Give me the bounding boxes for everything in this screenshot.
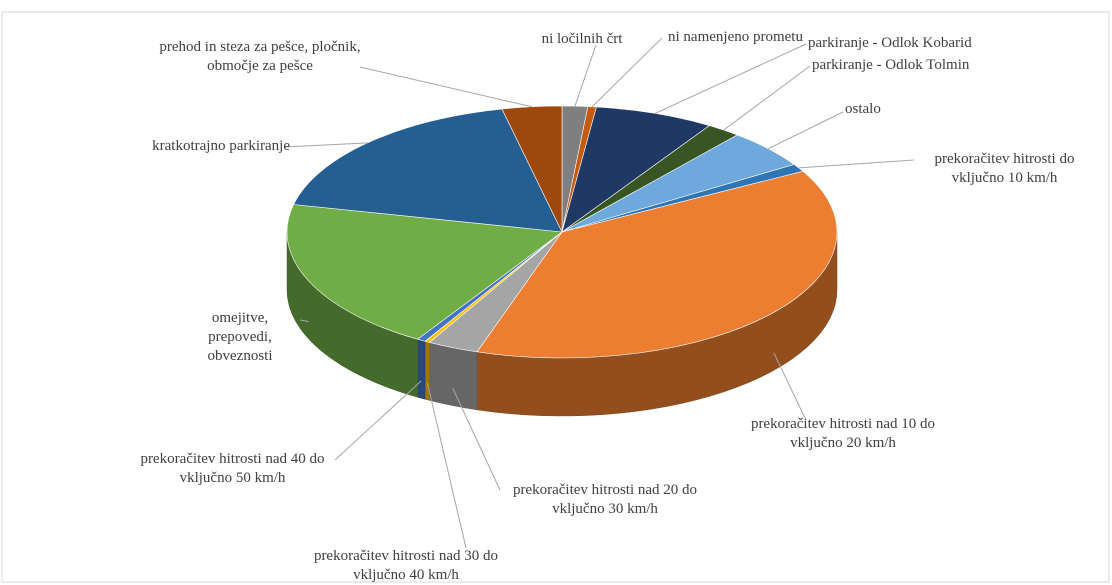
- leader-line: [773, 352, 806, 419]
- data-label: prekoračitev hitrosti nad 10 do vključno…: [750, 416, 936, 451]
- data-label: prehod in steza za pešce, pločnik, območ…: [159, 39, 361, 74]
- pie-wall: [429, 342, 478, 411]
- pie-slice: [561, 106, 711, 233]
- pie-slice: [476, 170, 838, 359]
- pie-slice: [293, 108, 563, 233]
- leader-line: [452, 388, 501, 491]
- leader-line: [654, 43, 807, 114]
- leader-line: [591, 37, 663, 108]
- data-label: ni ločilnih črt: [541, 31, 623, 47]
- leader-line: [426, 382, 467, 549]
- pie-slice: [501, 105, 563, 233]
- leader-line: [359, 66, 532, 108]
- data-label: kratkotrajno parkiranje: [152, 138, 290, 154]
- pie-wall: [424, 340, 430, 401]
- data-label: ostalo: [845, 101, 881, 117]
- leader-line: [334, 380, 422, 461]
- data-label: prekoračitev hitrosti do vključno 10 km/…: [934, 151, 1075, 186]
- data-label: omejitve, prepovedi, obveznosti: [207, 310, 273, 364]
- data-label: ni namenjeno prometu: [668, 29, 803, 45]
- data-label: parkiranje - Odlok Tolmin: [812, 57, 970, 73]
- leader-line: [768, 111, 844, 150]
- pie-slice: [286, 204, 563, 340]
- leader-line: [723, 65, 811, 131]
- leader-line: [798, 159, 915, 169]
- leader-line: [284, 142, 368, 148]
- pie-wall: [417, 338, 426, 400]
- leader-line: [574, 44, 597, 107]
- data-label: prekoračitev hitrosti nad 40 do vključno…: [140, 451, 325, 486]
- data-label: prekoračitev hitrosti nad 20 do vključno…: [512, 482, 698, 517]
- data-label: prekoračitev hitrosti nad 30 do vključno…: [313, 548, 499, 583]
- data-label: parkiranje - Odlok Kobarid: [808, 35, 972, 51]
- leader-line: [299, 319, 309, 323]
